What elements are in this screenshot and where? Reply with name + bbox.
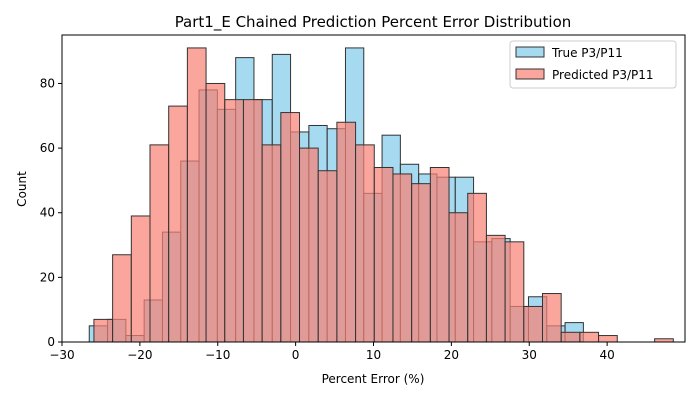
x-tick-label: 30 — [522, 348, 537, 362]
predicted-bar — [299, 147, 319, 343]
x-tick-label: 10 — [366, 348, 381, 362]
legend-label-predicted: Predicted P3/P11 — [552, 68, 654, 82]
chart-title: Part1_E Chained Prediction Percent Error… — [175, 13, 572, 32]
y-tick-label: 60 — [40, 141, 55, 155]
y-axis-label: Count — [15, 171, 29, 207]
x-axis-ticks: −30 −20 −10 0 10 20 30 40 — [49, 342, 615, 362]
predicted-bar — [523, 305, 543, 343]
predicted-bar — [429, 166, 450, 343]
x-tick-label: −30 — [49, 348, 74, 362]
predicted-bar — [448, 212, 469, 343]
predicted-bar — [224, 99, 244, 343]
predicted-bar — [355, 144, 375, 343]
predicted-bar — [541, 293, 562, 343]
x-tick-label: 20 — [444, 348, 459, 362]
x-axis-label: Percent Error (%) — [322, 372, 425, 386]
predicted-bar — [242, 99, 263, 343]
predicted-bar — [598, 335, 618, 343]
predicted-bar — [411, 183, 431, 343]
predicted-bar — [373, 166, 394, 343]
predicted-bar — [130, 215, 151, 343]
x-tick-label: 0 — [292, 348, 300, 362]
y-tick-label: 20 — [40, 270, 55, 284]
legend: True P3/P11 Predicted P3/P11 — [509, 40, 677, 89]
predicted-series-bars — [93, 47, 674, 343]
predicted-bar — [336, 121, 357, 343]
x-tick-label: 40 — [599, 348, 614, 362]
y-tick-label: 80 — [40, 76, 55, 90]
predicted-bar — [261, 144, 282, 343]
predicted-bar — [392, 173, 413, 343]
legend-swatch-predicted — [515, 68, 545, 80]
y-tick-label: 40 — [40, 206, 55, 220]
legend-box — [509, 40, 677, 89]
y-axis-ticks: 0 20 40 60 80 — [40, 76, 62, 349]
x-tick-label: −10 — [205, 348, 230, 362]
predicted-bar — [149, 144, 170, 343]
y-tick-label: 0 — [47, 335, 55, 349]
predicted-bar — [205, 82, 226, 343]
predicted-bar — [579, 331, 600, 343]
predicted-bar — [168, 105, 188, 343]
predicted-bar — [112, 254, 132, 343]
predicted-bar — [485, 234, 506, 343]
predicted-bar — [560, 331, 581, 343]
predicted-bar — [93, 318, 114, 343]
predicted-bar — [280, 112, 301, 343]
x-tick-label: −20 — [127, 348, 152, 362]
predicted-bar — [317, 170, 338, 343]
legend-swatch-true — [515, 46, 545, 58]
predicted-bar — [467, 192, 487, 343]
predicted-bar — [186, 47, 207, 343]
legend-label-true: True P3/P11 — [551, 46, 623, 60]
predicted-bar — [504, 241, 525, 343]
